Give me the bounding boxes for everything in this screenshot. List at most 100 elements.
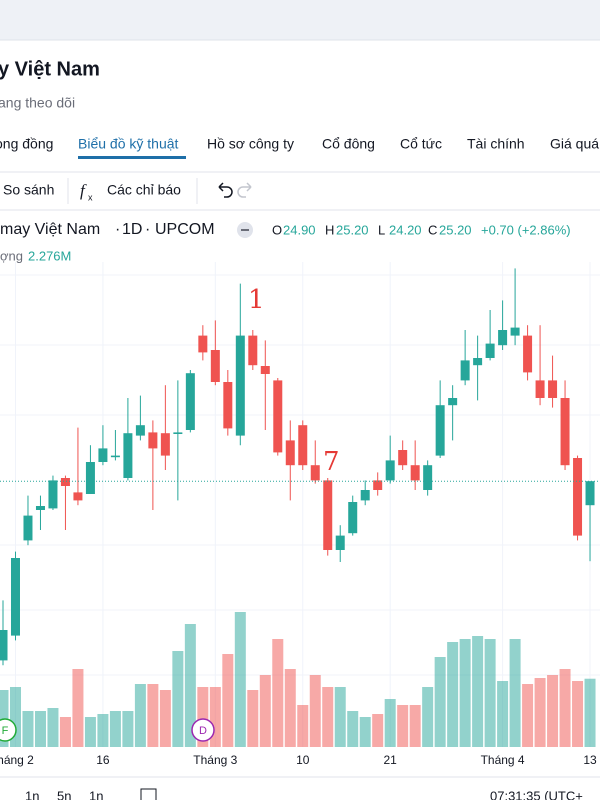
volume-bar — [472, 636, 484, 747]
sep: · — [115, 221, 120, 238]
exchange: UPCOM — [155, 221, 215, 238]
volume-bar — [9, 687, 21, 747]
range-button[interactable]: 1n — [25, 788, 39, 800]
tab[interactable]: Cổ tức — [400, 136, 442, 152]
volume-bar — [534, 678, 546, 747]
redo[interactable] — [237, 182, 252, 198]
candle-body — [23, 515, 33, 541]
x-tick-label: Tháng 4 — [481, 753, 525, 767]
volume-bar — [84, 717, 96, 747]
candle-body — [285, 440, 295, 466]
volume-bar — [297, 705, 309, 747]
candle-body — [473, 358, 483, 366]
compare-button[interactable]: So sánh — [3, 182, 54, 198]
candle-body — [448, 398, 458, 406]
volume-bar — [197, 687, 209, 747]
candle-body — [148, 432, 158, 449]
volume-bar — [459, 639, 471, 747]
calendar-icon[interactable] — [140, 788, 157, 800]
candle-body — [348, 502, 358, 534]
candle-body — [548, 380, 558, 398]
volume-bar — [322, 687, 334, 747]
volume-bar — [122, 711, 134, 747]
volume-bar — [372, 714, 384, 747]
candle-body — [498, 330, 508, 346]
tab[interactable]: ong đồng — [0, 136, 53, 152]
ohlc-label: L — [378, 222, 385, 237]
x-tick-label: 13 — [583, 753, 597, 767]
candle-body — [485, 343, 495, 358]
candle-body — [510, 327, 520, 336]
candle-body — [535, 380, 545, 398]
candle-body — [160, 433, 170, 456]
event-marker[interactable] — [191, 718, 215, 742]
candle-body — [235, 335, 245, 436]
candle-body — [60, 478, 70, 486]
volume-bar — [484, 639, 496, 747]
volume-bar — [172, 651, 184, 747]
candle-body — [385, 460, 395, 481]
volume-bar — [309, 675, 321, 747]
tab[interactable]: Cổ đông — [322, 136, 375, 152]
candle-body — [523, 335, 533, 373]
candle-body — [310, 465, 320, 481]
subtitle: ang theo dõi — [0, 95, 75, 111]
volume-bar — [397, 705, 409, 747]
event-marker[interactable] — [0, 718, 17, 742]
event-marker-label: F — [2, 725, 9, 737]
ohlc-label: O — [272, 222, 282, 237]
tab[interactable]: Biểu đồ kỹ thuật — [78, 136, 179, 152]
annotation: 1 — [248, 285, 265, 315]
candle-body — [398, 450, 408, 466]
candle-body — [573, 458, 583, 536]
volume-value: 2.276M — [28, 248, 71, 263]
candle-body — [123, 433, 133, 478]
x-tick-label: Tháng 3 — [193, 753, 237, 767]
fx-icon[interactable]: f — [80, 181, 87, 200]
undo[interactable] — [218, 182, 233, 198]
candle-body — [335, 535, 345, 550]
volume-bar — [259, 675, 271, 747]
plot-area: háng 2 16 Tháng 3 10 21 Tháng 4 13 — [0, 262, 600, 767]
volume-bar — [384, 699, 396, 747]
tab[interactable]: Giá quá — [550, 136, 599, 152]
candle-body — [73, 492, 83, 501]
volume-bar — [559, 669, 571, 747]
ohlc-legend: O 24.90 H 25.20 L 24.20 C 25.20 — [272, 222, 472, 237]
volume-bar — [247, 690, 259, 747]
volume-bar — [572, 681, 584, 747]
page-title: y Việt Nam — [0, 58, 100, 80]
x-tick-label: 10 — [296, 753, 310, 767]
volume-label: ợng — [0, 248, 23, 263]
volume-bar — [272, 639, 284, 747]
candle-body — [110, 455, 120, 458]
volume-bar — [284, 669, 296, 747]
tab-underline — [78, 156, 186, 159]
candle-body — [135, 425, 145, 436]
candle-body — [198, 335, 208, 353]
tab[interactable]: Tài chính — [467, 136, 525, 152]
indicators-button[interactable]: Các chỉ báo — [107, 182, 181, 198]
ohlc-value: 25.20 — [336, 222, 369, 237]
volume-bar — [497, 681, 509, 747]
range-button[interactable]: 1n — [89, 788, 103, 800]
event-marker-label: D — [199, 725, 207, 737]
volume-bar — [72, 669, 84, 747]
volume-bar — [47, 708, 59, 747]
ohlc-label: C — [428, 222, 437, 237]
clock: 07:31:35 (UTC+ — [490, 788, 583, 800]
candle-body — [323, 480, 333, 550]
candle-body — [360, 490, 370, 501]
volume-bar — [359, 717, 371, 747]
candle-body — [173, 432, 183, 434]
range-button[interactable]: 5n — [57, 788, 71, 800]
candle-body — [585, 481, 595, 506]
volume-bar — [422, 687, 434, 747]
volume-bar — [159, 690, 171, 747]
volume-bar — [509, 639, 521, 747]
volume-bar — [209, 687, 221, 747]
tab[interactable]: Hồ sơ công ty — [207, 136, 294, 152]
volume-bar — [584, 678, 596, 747]
